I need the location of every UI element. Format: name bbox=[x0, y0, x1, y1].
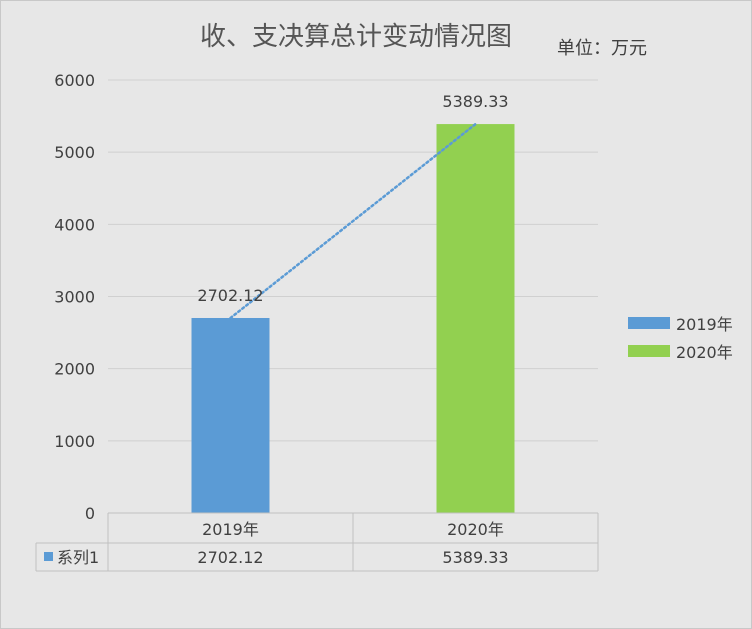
y-tick-label: 3000 bbox=[54, 288, 95, 307]
y-tick-label: 4000 bbox=[54, 215, 95, 234]
y-tick-label: 6000 bbox=[54, 71, 95, 90]
trendline bbox=[229, 122, 477, 320]
y-tick-label: 5000 bbox=[54, 143, 95, 162]
legend-item-2019: 2019年 bbox=[628, 309, 733, 337]
legend-swatch-2020 bbox=[628, 345, 670, 357]
y-tick-label: 0 bbox=[85, 504, 95, 523]
x-tick-label: 2019年 bbox=[202, 520, 259, 539]
bar-2019年 bbox=[191, 317, 270, 513]
table-value: 5389.33 bbox=[442, 548, 508, 567]
bar-2020年 bbox=[436, 124, 515, 514]
legend-swatch-2019 bbox=[628, 317, 670, 329]
x-tick-label: 2020年 bbox=[447, 520, 504, 539]
data-label: 5389.33 bbox=[442, 92, 508, 111]
unit-label: 单位：万元 bbox=[557, 38, 647, 59]
data-label: 2702.12 bbox=[197, 286, 263, 305]
chart-title: 收、支决算总计变动情况图 bbox=[200, 22, 513, 52]
table-value: 2702.12 bbox=[197, 548, 263, 567]
legend-item-2020: 2020年 bbox=[628, 337, 733, 365]
y-tick-label: 2000 bbox=[54, 360, 95, 379]
y-tick-label: 1000 bbox=[54, 432, 95, 451]
table-series-label: 系列1 bbox=[57, 548, 99, 567]
table-series-key bbox=[44, 552, 53, 561]
legend-label-2019: 2019年 bbox=[676, 315, 733, 334]
legend: 2019年 2020年 bbox=[628, 309, 733, 365]
legend-label-2020: 2020年 bbox=[676, 343, 733, 362]
